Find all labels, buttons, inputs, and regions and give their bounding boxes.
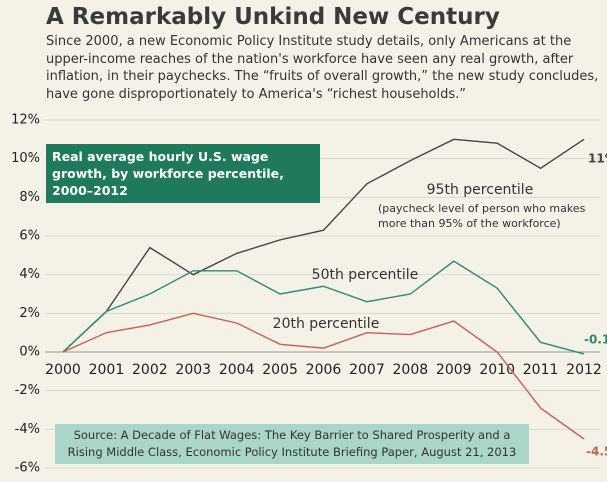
series-line <box>62 138 585 353</box>
y-tick-label: 10% <box>11 151 40 166</box>
y-tick-label: 4% <box>19 267 40 282</box>
series-label: 95th percentile <box>427 182 534 198</box>
series-label: 50th percentile <box>312 267 419 283</box>
series-line <box>62 260 585 355</box>
x-tick-label: 2005 <box>262 362 298 378</box>
x-tick-label: 2011 <box>523 362 559 378</box>
box-label: Real average hourly U.S. wage growth, by… <box>46 144 320 203</box>
y-tick-label: -6% <box>15 461 40 476</box>
x-tick-label: 2003 <box>175 362 211 378</box>
chart-subtitle: Since 2000, a new Economic Policy Instit… <box>46 34 599 102</box>
y-tick-label: -4% <box>15 422 40 437</box>
y-tick-label: 2% <box>19 306 40 321</box>
source-note: Source: A Decade of Flat Wages: The Key … <box>55 424 529 464</box>
series-label: 20th percentile <box>273 316 380 332</box>
x-tick-label: 2000 <box>45 362 81 378</box>
x-tick-label: 2009 <box>436 362 472 378</box>
y-tick-label: 8% <box>19 190 40 205</box>
x-tick-label: 2006 <box>306 362 342 378</box>
chart-title: A Remarkably Unkind New Century <box>46 4 500 30</box>
y-tick-label: 0% <box>19 345 40 360</box>
x-tick-label: 2008 <box>393 362 429 378</box>
end-label: 11% <box>588 152 607 166</box>
y-tick-label: 12% <box>11 113 40 128</box>
x-tick-label: 2012 <box>566 362 602 378</box>
y-tick-label: -2% <box>15 383 40 398</box>
x-tick-label: 2001 <box>89 362 125 378</box>
series-line <box>62 312 585 440</box>
x-tick-label: 2010 <box>479 362 515 378</box>
annotation: (paycheck level of person who makes more… <box>378 202 586 230</box>
x-tick-label: 2002 <box>132 362 168 378</box>
x-tick-label: 2004 <box>219 362 255 378</box>
end-label: -4.5% <box>586 445 607 459</box>
x-tick-label: 2007 <box>349 362 385 378</box>
y-tick-label: 6% <box>19 229 40 244</box>
end-label: -0.1% <box>584 333 607 347</box>
